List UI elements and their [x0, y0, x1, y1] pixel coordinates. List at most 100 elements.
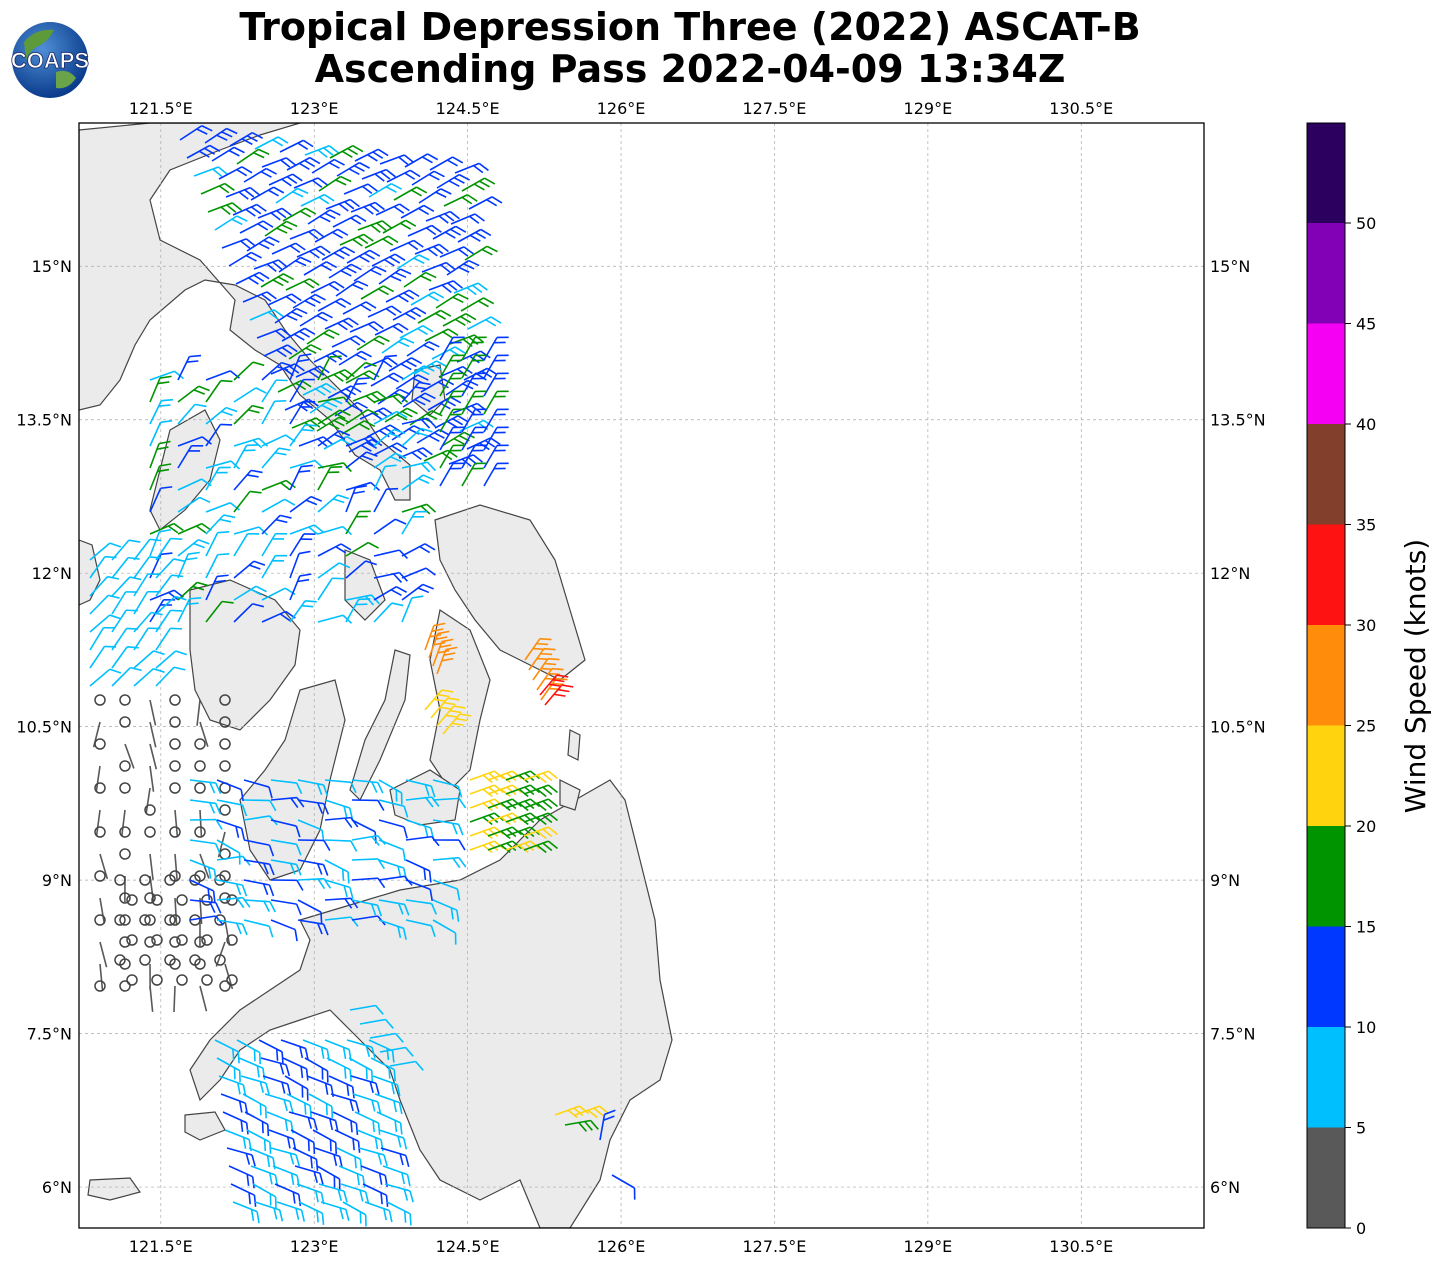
wind-barb — [483, 408, 509, 433]
wind-barb — [236, 148, 270, 165]
wind-barb — [308, 1093, 334, 1119]
wind-barb — [332, 1111, 359, 1136]
wind-barb — [523, 784, 558, 798]
lon-label-top: 123°E — [290, 99, 339, 118]
wind-barb — [232, 1201, 260, 1224]
wind-barb — [461, 426, 487, 451]
wind-barb — [373, 442, 408, 456]
wind-barb — [378, 839, 406, 862]
wind-barb — [297, 859, 329, 876]
wind-barb — [392, 307, 427, 321]
wind-barb — [405, 899, 437, 915]
calm-circle — [219, 804, 231, 816]
map-border — [78, 122, 1205, 1229]
wind-barb — [338, 1165, 366, 1188]
wind-barb — [289, 550, 311, 579]
wind-barb — [442, 312, 477, 327]
wind-barb — [270, 796, 305, 809]
wind-barb — [215, 941, 226, 967]
lat-label-left: 7.5°N — [27, 1025, 72, 1044]
wind-barb — [189, 799, 222, 815]
wind-barb — [405, 879, 434, 901]
wind-barb — [149, 370, 185, 381]
wind-barb — [290, 1129, 316, 1155]
wind-barb — [304, 1057, 329, 1083]
wind-barb — [286, 156, 321, 171]
wind-barb — [401, 417, 436, 429]
wind-barb — [380, 1147, 410, 1168]
wind-barb — [487, 784, 522, 798]
wind-barb — [199, 809, 203, 837]
wind-barb — [487, 826, 522, 840]
wind-barb — [439, 462, 465, 487]
calm-circle — [94, 782, 106, 794]
wind-barb — [432, 919, 457, 945]
wind-barb — [270, 919, 298, 942]
colorbar-border — [1306, 122, 1346, 1229]
wind-barb — [378, 1129, 408, 1150]
wind-barb — [523, 770, 558, 784]
wind-barb — [149, 420, 173, 447]
wind-barb — [244, 1111, 270, 1137]
wind-barb — [205, 574, 229, 601]
wind-barb — [270, 1147, 301, 1167]
wind-barb — [351, 799, 385, 811]
calm-circle — [139, 874, 151, 886]
wind-barb — [432, 839, 466, 851]
wind-barb — [216, 819, 245, 840]
colorbar-tick-label: 40 — [1356, 415, 1376, 434]
colorbar-segment — [1307, 223, 1345, 324]
calm-circle — [194, 826, 206, 838]
wind-barb — [275, 187, 309, 204]
wind-barb — [435, 293, 469, 309]
svg-text:COAPS: COAPS — [11, 48, 89, 73]
wind-barb — [418, 188, 452, 204]
calm-circle — [169, 914, 181, 926]
wind-barb — [373, 428, 406, 447]
calm-circle — [214, 874, 226, 886]
wind-barb — [243, 859, 275, 876]
wind-barb — [261, 361, 293, 381]
wind-barb — [469, 840, 504, 854]
calm-circle — [176, 974, 188, 986]
wind-barb — [487, 812, 522, 826]
wind-barb — [334, 401, 368, 417]
wind-barb — [149, 375, 172, 403]
wind-barb — [554, 1105, 589, 1119]
calm-circle — [194, 760, 206, 772]
wind-barb — [401, 427, 433, 447]
wind-barb — [177, 496, 211, 513]
wind-barb — [177, 444, 204, 469]
calm-circle — [201, 894, 213, 906]
wind-barb — [523, 840, 558, 854]
wind-barb — [243, 167, 277, 183]
wind-barb — [258, 1039, 284, 1064]
wind-barb — [250, 186, 285, 201]
wind-barb — [310, 1111, 339, 1133]
calm-circle — [169, 782, 181, 794]
calm-circle — [169, 694, 181, 706]
wind-barb — [375, 203, 410, 216]
wind-barb — [295, 365, 330, 379]
calm-circle — [126, 974, 138, 986]
wind-barb — [289, 524, 324, 536]
wind-barb — [89, 626, 116, 651]
wind-barb — [439, 372, 465, 397]
wind-barb — [401, 503, 437, 515]
colorbar-segment — [1307, 625, 1345, 726]
wind-barb — [240, 1075, 270, 1095]
wind-barb — [461, 372, 487, 397]
wind-barb — [345, 598, 371, 623]
wind-barb — [324, 859, 350, 884]
wind-barb — [271, 242, 306, 255]
wind-barb — [111, 666, 142, 687]
wind-barb — [281, 327, 316, 342]
negros-island — [239, 679, 346, 881]
wind-barb — [483, 372, 509, 397]
wind-barb — [261, 400, 287, 425]
wind-barb — [436, 646, 458, 675]
wind-barb — [354, 1111, 381, 1135]
colorbar-segment — [1307, 123, 1345, 223]
wind-barb — [386, 169, 421, 183]
